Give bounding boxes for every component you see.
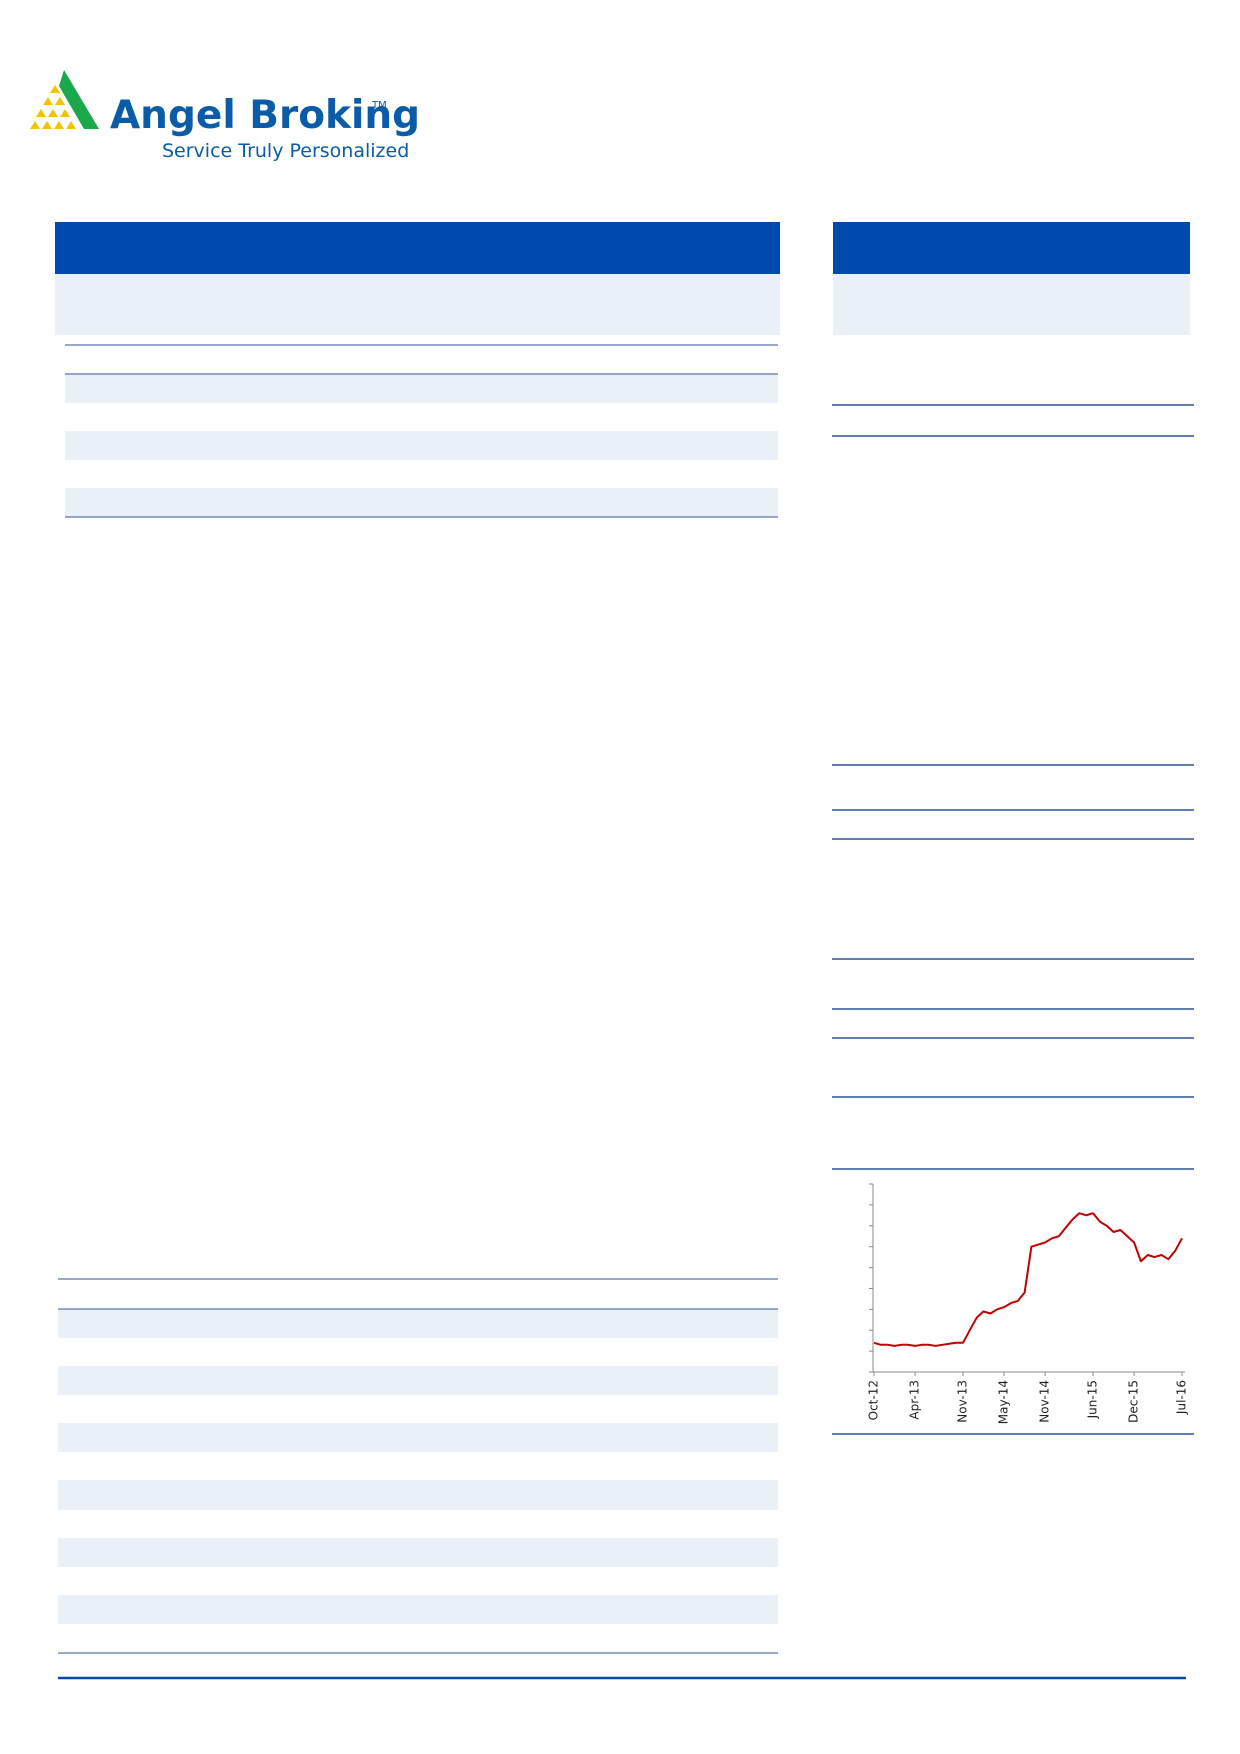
logo-mark (30, 70, 99, 129)
price-line (873, 1212, 1183, 1347)
header-band (833, 222, 1190, 274)
x-tick-label: Apr-13 (908, 1380, 922, 1420)
x-tick-label: Dec-15 (1127, 1380, 1141, 1423)
logo-trademark: TM (371, 100, 387, 111)
x-tick-label: Oct-12 (867, 1380, 881, 1420)
x-tick-label: Jun-15 (1086, 1380, 1100, 1419)
logo-tagline: Service Truly Personalized (162, 140, 409, 162)
header-subband (55, 274, 780, 335)
price-chart: Oct-12 Apr-13 Nov-13 May-14 Nov-14 Jun-15 Dec-… (867, 1183, 1189, 1424)
table-lower (58, 1278, 778, 1654)
table-upper (65, 344, 778, 518)
x-tick-label: Nov-13 (955, 1380, 969, 1423)
header-subband (833, 274, 1190, 335)
x-tick-label: May-14 (997, 1380, 1011, 1424)
x-tick-label: Jul-16 (1175, 1380, 1189, 1415)
logo-name: Angel Broking (110, 93, 420, 138)
x-tick-label: Nov-14 (1038, 1380, 1052, 1423)
sidebar-rules (832, 404, 1194, 1435)
header-band (55, 222, 780, 274)
